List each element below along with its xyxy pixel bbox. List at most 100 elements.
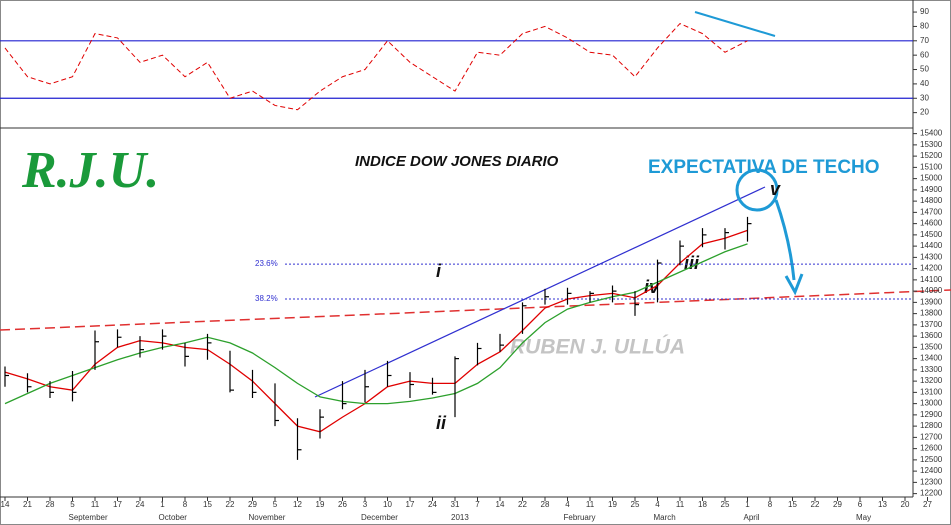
x-tick-label: 14: [496, 500, 505, 509]
forecast-arrow-head: [784, 273, 804, 296]
support-line: [0, 289, 951, 331]
x-tick-label: 8: [183, 500, 188, 509]
y-tick-label: 14800: [920, 196, 943, 205]
x-tick-label: 27: [923, 500, 932, 509]
y-tick-label: 12800: [920, 421, 943, 430]
month-label: November: [249, 513, 286, 522]
x-tick-label: 31: [451, 500, 460, 509]
moving-average: [4, 229, 748, 433]
y-tick-label: 13400: [920, 354, 943, 363]
x-tick-label: 19: [608, 500, 617, 509]
y-tick-label: 13500: [920, 342, 943, 351]
y-tick-label: 80: [920, 22, 929, 31]
x-tick-label: 29: [833, 500, 842, 509]
y-tick-label: 13800: [920, 309, 943, 318]
x-tick-label: 22: [811, 500, 820, 509]
x-tick-label: 22: [518, 500, 527, 509]
y-tick-label: 12700: [920, 432, 943, 441]
x-tick-label: 13: [878, 500, 887, 509]
x-tick-label: 20: [901, 500, 910, 509]
y-tick-label: 12200: [920, 489, 943, 498]
y-tick-label: 14100: [920, 275, 943, 284]
logo: R.J.U.: [21, 142, 159, 199]
month-label: 2013: [451, 513, 469, 522]
y-tick-label: 30: [920, 93, 929, 102]
x-tick-label: 28: [541, 500, 550, 509]
y-tick-label: 13200: [920, 376, 943, 385]
x-tick-label: 25: [721, 500, 730, 509]
x-tick-label: 28: [46, 500, 55, 509]
x-tick-label: 7: [475, 500, 480, 509]
month-label: March: [654, 513, 676, 522]
forecast-label: EXPECTATIVA DE TECHO: [648, 157, 880, 178]
chart-title: INDICE DOW JONES DIARIO: [355, 153, 559, 170]
x-tick-label: 25: [631, 500, 640, 509]
x-tick-label: 5: [273, 500, 278, 509]
y-tick-label: 15000: [920, 174, 943, 183]
y-tick-label: 14600: [920, 219, 943, 228]
y-tick-label: 50: [920, 65, 929, 74]
x-tick-label: 29: [248, 500, 257, 509]
y-tick-label: 14000: [920, 286, 943, 295]
y-tick-label: 40: [920, 79, 929, 88]
x-tick-label: 22: [226, 500, 235, 509]
x-tick-label: 19: [316, 500, 325, 509]
y-tick-label: 15100: [920, 162, 943, 171]
fib-label: 23.6%: [255, 259, 278, 268]
x-tick-label: 3: [363, 500, 368, 509]
x-tick-label: 4: [565, 500, 570, 509]
wave-label: ii: [436, 413, 447, 433]
month-label: May: [856, 513, 871, 522]
y-tick-label: 14400: [920, 241, 943, 250]
y-tick-label: 15300: [920, 140, 943, 149]
x-tick-label: 10: [383, 500, 392, 509]
x-tick-label: 15: [203, 500, 212, 509]
y-tick-label: 12900: [920, 410, 943, 419]
y-tick-label: 14500: [920, 230, 943, 239]
x-tick-label: 11: [676, 500, 685, 509]
x-tick-label: 18: [698, 500, 707, 509]
x-tick-label: 11: [586, 500, 595, 509]
forecast-arrow: [774, 199, 796, 281]
x-tick-label: 11: [91, 500, 100, 509]
y-tick-label: 60: [920, 50, 929, 59]
rsi-line: [4, 22, 748, 111]
x-tick-label: 17: [113, 500, 122, 509]
x-tick-label: 21: [23, 500, 32, 509]
y-tick-label: 15400: [920, 129, 943, 138]
x-tick-label: 15: [788, 500, 797, 509]
month-label: October: [159, 513, 188, 522]
y-tick-label: 13100: [920, 387, 943, 396]
x-tick-label: 24: [136, 500, 145, 509]
top-circle: [735, 168, 779, 212]
y-tick-label: 12600: [920, 444, 943, 453]
month-label: April: [744, 513, 760, 522]
y-tick-label: 14300: [920, 252, 943, 261]
watermark: RUBEN J. ULLÚA: [510, 335, 685, 359]
wave-label: v: [770, 179, 781, 199]
x-tick-label: 12: [293, 500, 302, 509]
y-tick-label: 12400: [920, 466, 943, 475]
month-label: February: [564, 513, 596, 522]
y-tick-label: 90: [920, 7, 929, 16]
x-tick-label: 4: [655, 500, 660, 509]
moving-average: [4, 243, 748, 405]
month-label: September: [69, 513, 108, 522]
y-tick-label: 13900: [920, 297, 943, 306]
y-tick-label: 13300: [920, 365, 943, 374]
y-tick-label: 13600: [920, 331, 943, 340]
y-tick-label: 13000: [920, 399, 943, 408]
y-tick-label: 13700: [920, 320, 943, 329]
y-tick-label: 12500: [920, 455, 943, 464]
wave-label: iv: [644, 277, 660, 297]
x-tick-label: 8: [768, 500, 773, 509]
y-tick-label: 15200: [920, 151, 943, 160]
wave-label: i: [436, 261, 442, 281]
x-tick-label: 17: [406, 500, 415, 509]
y-tick-label: 70: [920, 36, 929, 45]
channel-line: [314, 186, 766, 398]
x-tick-label: 6: [858, 500, 863, 509]
x-tick-label: 1: [745, 500, 750, 509]
x-tick-label: 5: [70, 500, 75, 509]
